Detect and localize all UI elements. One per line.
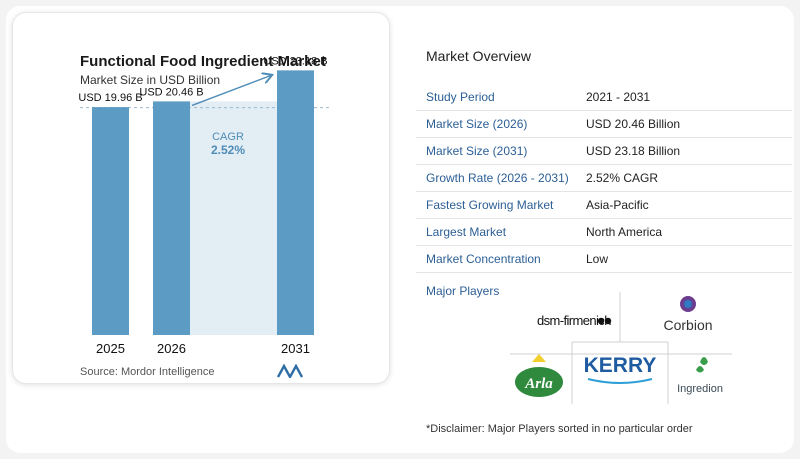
overview-row: Market Size (2026) USD 20.46 Billion: [416, 111, 792, 138]
bar-value-label: USD 19.96 B: [78, 92, 142, 104]
players-title: Major Players: [426, 284, 500, 298]
chart-source: Source: Mordor Intelligence: [80, 366, 215, 378]
svg-text:dsm-firmenich: dsm-firmenich: [537, 313, 611, 328]
kerry-logo: KERRY: [584, 354, 657, 384]
ingredion-logo: Ingredion: [677, 357, 723, 395]
overview-row-label: Growth Rate (2026 - 2031): [426, 171, 569, 185]
svg-text:KERRY: KERRY: [584, 354, 657, 377]
bar-2026: [153, 101, 190, 335]
x-tick-label: 2031: [281, 341, 310, 356]
overview-row: Fastest Growing Market Asia-Pacific: [416, 192, 792, 219]
bar-2025: [92, 107, 129, 335]
mordor-logo-icon: [277, 364, 303, 378]
overview-row-value: 2.52% CAGR: [586, 171, 659, 185]
bar-value-label: USD 20.46 B: [139, 86, 203, 98]
overview-row: Study Period 2021 - 2031: [416, 84, 792, 111]
cagr-label: CAGR: [212, 131, 244, 143]
dsm-firmenich-logo: dsm-firmenich: [537, 313, 612, 328]
overview-row-value: Low: [586, 252, 609, 266]
overview-row-value: North America: [586, 225, 663, 239]
overview-row-label: Market Size (2026): [426, 117, 528, 131]
overview-row-label: Fastest Growing Market: [426, 198, 554, 212]
svg-text:Arla: Arla: [524, 376, 553, 392]
chart-title: Functional Food Ingredient Market: [80, 53, 326, 70]
overview-row: Largest Market North America: [416, 219, 792, 246]
overview-row: Market Size (2031) USD 23.18 Billion: [416, 138, 792, 165]
overview-row-label: Study Period: [426, 90, 495, 104]
overview-row-value: 2021 - 2031: [586, 90, 651, 104]
overview-row-value: Asia-Pacific: [586, 198, 649, 212]
overview-row-value: USD 23.18 Billion: [586, 144, 681, 158]
overview-row-label: Market Size (2031): [426, 144, 528, 158]
overview-row-label: Largest Market: [426, 225, 507, 239]
x-tick-label: 2025: [96, 341, 125, 356]
x-tick-label: 2026: [157, 341, 186, 356]
cagr-arrow: [191, 75, 271, 107]
chart-subtitle: Market Size in USD Billion: [80, 73, 221, 87]
bar-2031: [277, 70, 314, 335]
players-logo-grid: dsm-firmenich Corbion Arla KERRY Ingredi…: [510, 292, 732, 404]
bar-value-label: USD 23.18 B: [263, 55, 327, 67]
svg-text:Ingredion: Ingredion: [677, 383, 723, 395]
overview-row: Market Concentration Low: [416, 246, 792, 273]
svg-text:Corbion: Corbion: [663, 317, 712, 333]
cagr-value: 2.52%: [211, 143, 245, 157]
overview-row-label: Market Concentration: [426, 252, 541, 266]
disclaimer: *Disclaimer: Major Players sorted in no …: [426, 423, 693, 435]
corbion-logo: Corbion: [663, 296, 713, 333]
overview-table: Study Period 2021 - 2031 Market Size (2026…: [416, 84, 792, 273]
overview-row: Growth Rate (2026 - 2031) 2.52% CAGR: [416, 165, 792, 192]
overview-row-value: USD 20.46 Billion: [586, 117, 681, 131]
cagr-shade: [190, 101, 277, 335]
overview-title: Market Overview: [426, 48, 532, 64]
arla-logo: Arla: [515, 354, 563, 397]
